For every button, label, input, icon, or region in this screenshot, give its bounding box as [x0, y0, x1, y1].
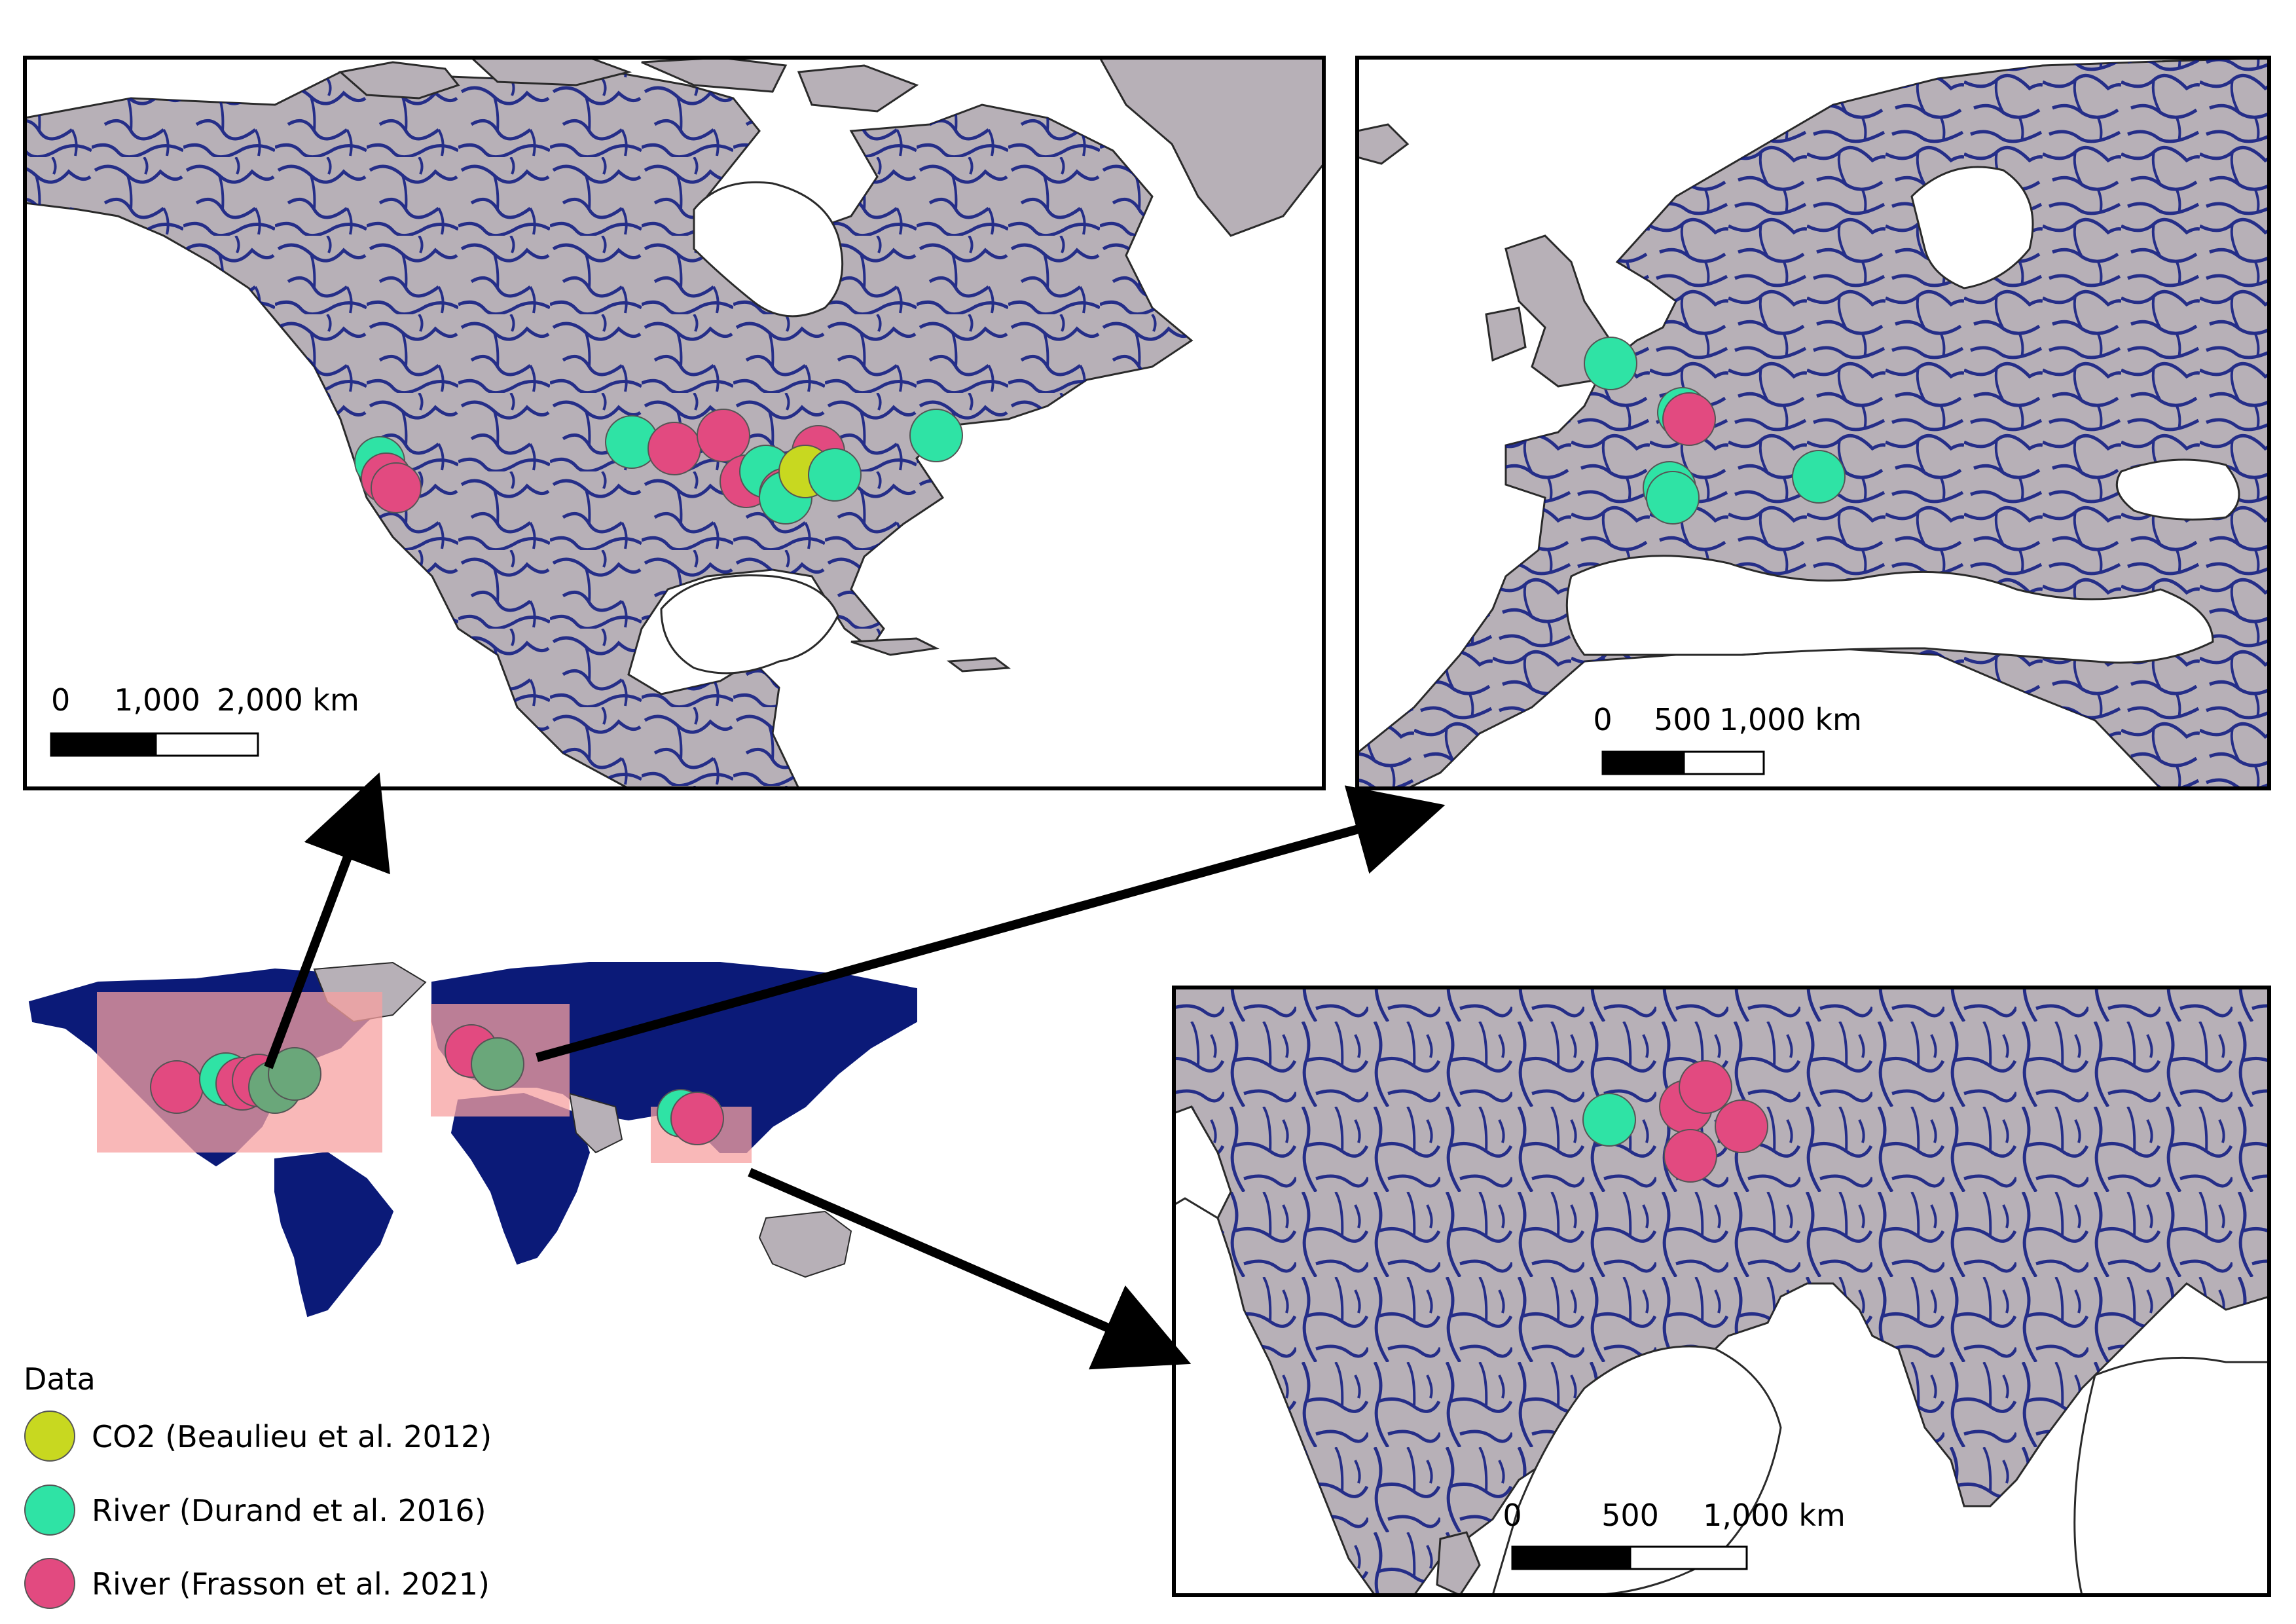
durand-point — [471, 1037, 524, 1091]
legend-item-durand: River (Durand et al. 2016) — [24, 1485, 486, 1536]
sri-lanka — [1436, 1531, 1481, 1595]
legend-item-frasson: River (Frasson et al. 2021) — [24, 1558, 490, 1609]
frasson-point — [371, 462, 422, 513]
world-africa — [450, 1092, 591, 1265]
gulf-of-mexico — [660, 574, 839, 674]
panel-border — [1355, 56, 2271, 790]
panel-border — [23, 56, 1326, 790]
scale-bar-black — [1601, 750, 1685, 775]
scale-label-2: 1,000 km — [1719, 702, 1862, 737]
scale-bar-white — [155, 732, 259, 757]
na-scale-bar: 0 1,000 2,000 km — [50, 682, 359, 757]
durand-swatch-icon — [24, 1485, 75, 1536]
inset-arrows — [264, 772, 1446, 1370]
durand-point — [1792, 450, 1846, 504]
legend-label: River (Durand et al. 2016) — [92, 1493, 486, 1528]
durand-point — [1646, 471, 1700, 525]
scale-label-0: 0 — [1593, 702, 1612, 737]
frasson-point — [1715, 1099, 1768, 1153]
na-data-points — [354, 409, 963, 525]
eu-scale-bar: 0 500 1,000 km — [1593, 702, 1862, 775]
frasson-point — [697, 409, 750, 462]
legend-label: River (Frasson et al. 2021) — [92, 1566, 490, 1602]
arctic-islands — [338, 58, 919, 113]
legend-label: CO2 (Beaulieu et al. 2012) — [92, 1419, 492, 1454]
eu-data-points — [1584, 337, 1846, 525]
scale-label-1: 500 — [1654, 702, 1711, 737]
legend: Data CO2 (Beaulieu et al. 2012) River (D… — [24, 1361, 492, 1609]
world-australia — [758, 1210, 852, 1278]
north-america-inset-map: 0 1,000 2,000 km — [23, 56, 1326, 790]
north-america-rivers — [25, 65, 1192, 788]
frasson-point — [150, 1060, 204, 1114]
world-overview-map — [28, 961, 917, 1318]
arrow-to-south-asia — [748, 1168, 1192, 1370]
legend-item-co2: CO2 (Beaulieu et al. 2012) — [24, 1411, 492, 1462]
south-asia-rivers — [1174, 987, 2269, 1595]
black-sea — [2115, 458, 2240, 521]
bay-of-bengal — [1491, 1345, 1782, 1595]
arrow-to-europe — [536, 785, 1446, 1062]
caribbean-islands — [850, 637, 1011, 673]
scale-label-1: 1,000 — [114, 682, 200, 718]
legend-title: Data — [24, 1361, 96, 1397]
scale-bar-black — [50, 732, 157, 757]
frasson-point — [647, 422, 701, 475]
scale-bar-white — [1683, 750, 1765, 775]
frasson-point — [1679, 1060, 1732, 1114]
frasson-point — [670, 1092, 724, 1145]
frasson-point — [1664, 1129, 1717, 1183]
sa-data-points — [1582, 1060, 1768, 1183]
mediterranean-sea — [1565, 555, 2214, 664]
durand-point — [1582, 1093, 1636, 1147]
iceland — [1357, 123, 1410, 165]
durand-point — [909, 409, 963, 462]
frasson-point — [1662, 392, 1716, 446]
scale-label-1: 500 — [1601, 1498, 1659, 1533]
south-asia-inset-map: 0 500 1,000 km — [1172, 986, 2271, 1597]
scale-label-0: 0 — [1503, 1498, 1522, 1533]
baltic-sea — [1910, 166, 2034, 289]
arrow-to-north-america — [264, 772, 390, 1069]
durand-point — [268, 1047, 321, 1101]
greenland-landmass — [1099, 58, 1324, 237]
scale-label-0: 0 — [51, 682, 70, 718]
scale-bar-white — [1629, 1545, 1748, 1570]
sa-scale-bar: 0 500 1,000 km — [1503, 1498, 1846, 1570]
co2-swatch-icon — [24, 1411, 75, 1462]
durand-point — [1584, 337, 1637, 390]
scale-bar-black — [1511, 1545, 1631, 1570]
hudson-bay — [693, 181, 844, 318]
durand-point — [808, 448, 862, 502]
scale-label-2: 1,000 km — [1703, 1498, 1846, 1533]
world-south-america — [274, 1151, 394, 1318]
world-arabia — [568, 1092, 623, 1154]
scale-label-2: 2,000 km — [217, 682, 359, 718]
south-china-sea — [2073, 1356, 2269, 1595]
world-data-points — [150, 1024, 724, 1145]
frasson-swatch-icon — [24, 1558, 75, 1609]
europe-inset-map: 0 500 1,000 km — [1355, 56, 2271, 790]
